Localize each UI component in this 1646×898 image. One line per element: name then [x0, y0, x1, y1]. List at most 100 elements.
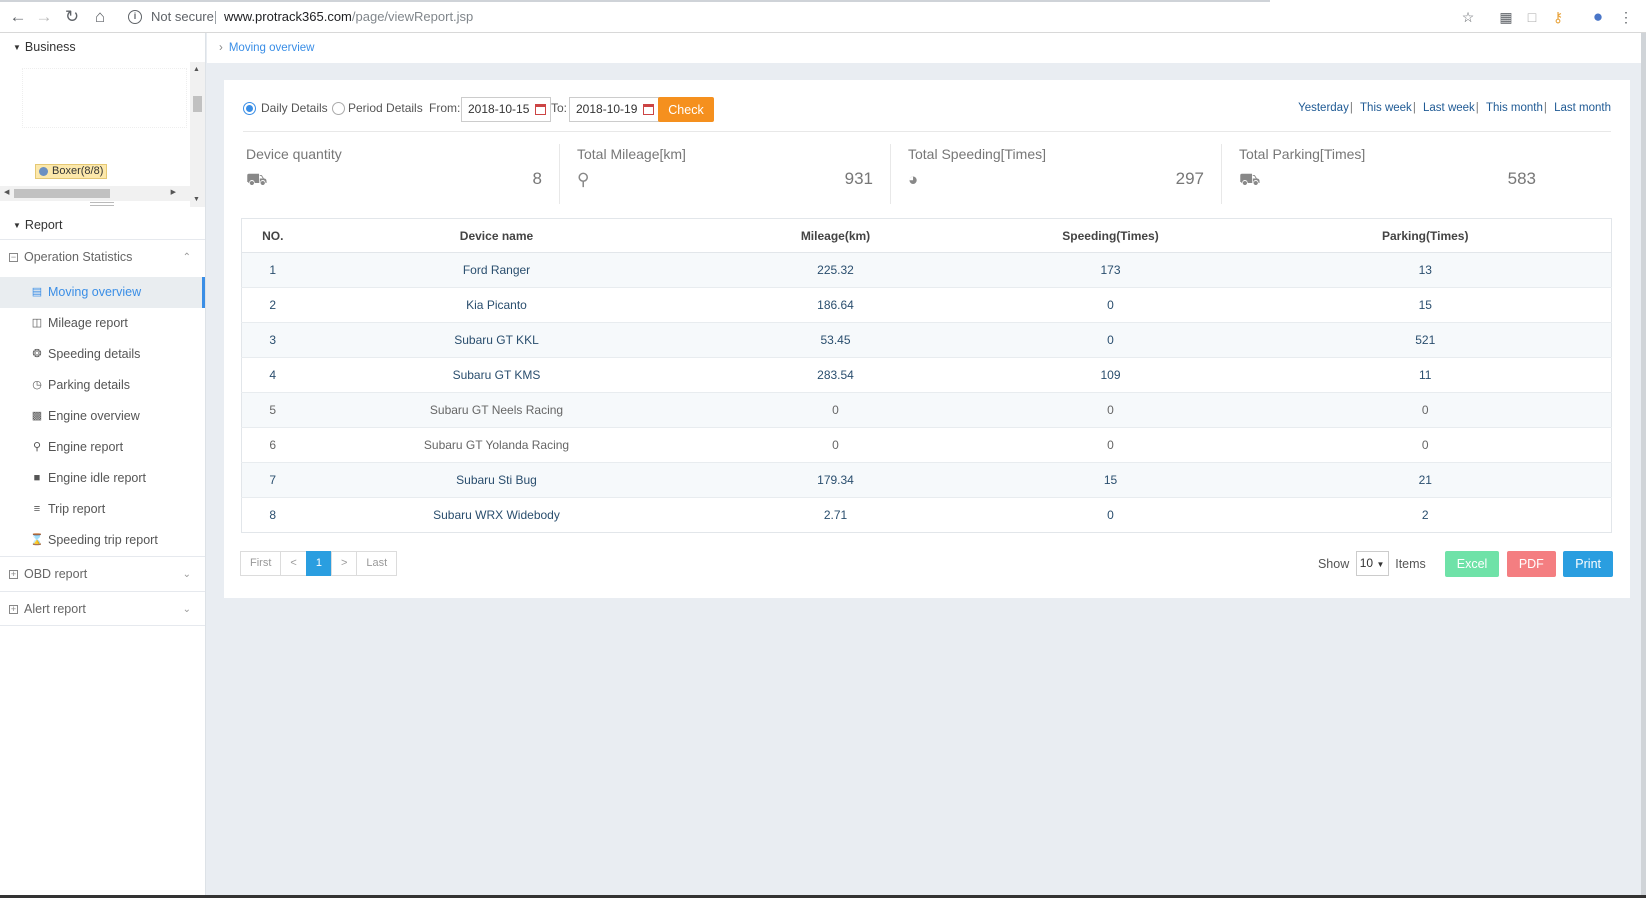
- extension-key-icon[interactable]: ⚷: [1552, 9, 1564, 25]
- pager-last[interactable]: Last: [356, 551, 398, 576]
- hscroll-thumb[interactable]: [14, 189, 110, 198]
- tree-vertical-scrollbar[interactable]: ▲ ▼: [190, 62, 205, 207]
- cell-speeding: 0: [981, 392, 1240, 428]
- menu-moving-overview[interactable]: ▤ Moving overview: [0, 277, 205, 308]
- tree-horizontal-scrollbar[interactable]: ◀ ▶: [0, 186, 190, 201]
- group-alert-report[interactable]: + Alert report ⌄: [0, 591, 205, 626]
- pagination: First < 1 > Last: [240, 551, 398, 577]
- menu-label: Speeding trip report: [48, 533, 158, 547]
- profile-avatar-icon[interactable]: ●: [1592, 7, 1604, 26]
- home-icon[interactable]: ⌂: [94, 7, 106, 26]
- forward-icon[interactable]: →: [35, 7, 53, 26]
- print-button[interactable]: Print: [1563, 551, 1613, 577]
- scroll-right-icon[interactable]: ▶: [170, 189, 176, 196]
- daily-details-label[interactable]: Daily Details: [261, 101, 328, 115]
- scroll-up-icon[interactable]: ▲: [193, 66, 200, 73]
- sidebar: ▼ Business Boxer(8/8) ▲ ▼ ◀ ▶ ▼ Report − O…: [0, 33, 206, 898]
- calendar-icon[interactable]: [643, 104, 654, 115]
- report-header[interactable]: ▼ Report: [0, 211, 205, 239]
- this-month-link[interactable]: This month: [1486, 102, 1543, 114]
- menu-engine-overview[interactable]: ▩ Engine overview: [0, 401, 205, 432]
- group-obd-report[interactable]: + OBD report ⌄: [0, 556, 205, 591]
- bottom-border: [0, 895, 1646, 898]
- table-row[interactable]: 7 Subaru Sti Bug 179.34 15 21: [241, 462, 1612, 498]
- page-scrollbar[interactable]: [1641, 33, 1646, 898]
- this-week-link[interactable]: This week: [1360, 102, 1412, 114]
- period-details-label[interactable]: Period Details: [348, 101, 423, 115]
- extension-icon[interactable]: ▦: [1499, 9, 1513, 25]
- table-row[interactable]: 4 Subaru GT KMS 283.54 109 11: [241, 357, 1612, 393]
- col-device-name: Device name: [303, 218, 690, 253]
- table-row[interactable]: 6 Subaru GT Yolanda Racing 0 0 0: [241, 427, 1612, 463]
- table-row[interactable]: 1 Ford Ranger 225.32 173 13: [241, 252, 1612, 288]
- table-row[interactable]: 8 Subaru WRX Widebody 2.71 0 2: [241, 497, 1612, 533]
- menu-engine-report[interactable]: ⚲ Engine report: [0, 432, 205, 463]
- table-actions: Show 10 ▼ Items Excel PDF Print: [1318, 551, 1613, 577]
- menu-engine-idle-report[interactable]: ■ Engine idle report: [0, 463, 205, 494]
- bar-chart-icon: ▩: [31, 410, 43, 422]
- check-button[interactable]: Check: [658, 97, 714, 122]
- pager-first[interactable]: First: [240, 551, 282, 576]
- period-details-radio[interactable]: [332, 102, 345, 115]
- cell-device-name: Kia Picanto: [303, 287, 690, 323]
- resize-handle[interactable]: [90, 202, 114, 206]
- cell-device-name: Subaru Sti Bug: [303, 462, 690, 498]
- cell-mileage: 283.54: [689, 357, 982, 393]
- page-size-select[interactable]: 10 ▼: [1355, 551, 1389, 576]
- stat-total-mileage: Total Mileage[km] ⚲ 931: [560, 144, 891, 204]
- chevron-right-icon: ›: [219, 42, 223, 54]
- table-row[interactable]: 5 Subaru GT Neels Racing 0 0 0: [241, 392, 1612, 428]
- pager-page-1[interactable]: 1: [305, 551, 332, 576]
- info-icon[interactable]: i: [128, 10, 142, 24]
- cell-no: 3: [241, 322, 304, 358]
- url-text: www.protrack365.com/page/viewReport.jsp: [224, 5, 473, 29]
- cell-parking: 21: [1239, 462, 1612, 498]
- back-icon[interactable]: ←: [9, 7, 27, 26]
- business-header[interactable]: ▼ Business: [0, 33, 205, 61]
- scroll-down-icon[interactable]: ▼: [193, 196, 200, 203]
- menu-parking-details[interactable]: ◷ Parking details: [0, 370, 205, 401]
- calendar-icon[interactable]: [535, 104, 546, 115]
- stat-label: Total Parking[Times]: [1239, 146, 1366, 162]
- menu-kebab-icon[interactable]: ⋮: [1619, 9, 1633, 25]
- tree-area: [22, 68, 187, 128]
- stat-value: 8: [532, 169, 542, 188]
- group-label: Alert report: [24, 602, 86, 616]
- breadcrumb-current[interactable]: Moving overview: [228, 42, 315, 54]
- scroll-thumb[interactable]: [193, 96, 202, 112]
- quick-date-links: Yesterday| This week| Last week| This mo…: [1294, 97, 1611, 119]
- table-row[interactable]: 2 Kia Picanto 186.64 0 15: [241, 287, 1612, 323]
- scroll-left-icon[interactable]: ◀: [4, 189, 10, 196]
- cell-mileage: 2.71: [689, 497, 982, 533]
- last-week-link[interactable]: Last week: [1423, 102, 1475, 114]
- bookmark-star-icon[interactable]: ☆: [1461, 9, 1475, 25]
- from-date-input[interactable]: 2018-10-15: [461, 97, 551, 122]
- excel-button[interactable]: Excel: [1444, 551, 1500, 577]
- last-month-link[interactable]: Last month: [1554, 102, 1611, 114]
- parking-car-icon: ⛟: [1239, 170, 1261, 189]
- cell-mileage: 186.64: [689, 287, 982, 323]
- cell-mileage: 225.32: [689, 252, 982, 288]
- report-panel: Daily Details Period Details From: 2018-…: [224, 80, 1630, 598]
- pager-prev[interactable]: <: [280, 551, 307, 576]
- cell-no: 4: [241, 357, 304, 393]
- breadcrumb: › Moving overview: [207, 33, 1646, 63]
- menu-speeding-details[interactable]: ❂ Speeding details: [0, 339, 205, 370]
- pdf-button[interactable]: PDF: [1506, 551, 1556, 577]
- tree-node-boxer[interactable]: Boxer(8/8): [35, 164, 108, 179]
- menu-trip-report[interactable]: ≡ Trip report: [0, 494, 205, 525]
- cell-parking: 2: [1239, 497, 1612, 533]
- group-operation-statistics[interactable]: − Operation Statistics ⌃: [0, 239, 205, 274]
- col-speeding: Speeding(Times): [981, 218, 1240, 253]
- device-tree[interactable]: Boxer(8/8): [0, 62, 205, 207]
- menu-mileage-report[interactable]: ◫ Mileage report: [0, 308, 205, 339]
- table-row[interactable]: 3 Subaru GT KKL 53.45 0 521: [241, 322, 1612, 358]
- reload-icon[interactable]: ↻: [64, 7, 80, 26]
- address-bar[interactable]: i Not secure www.protrack365.com/page/vi…: [124, 5, 1474, 29]
- to-date-input[interactable]: 2018-10-19: [569, 97, 659, 122]
- daily-details-radio[interactable]: [243, 102, 256, 115]
- yesterday-link[interactable]: Yesterday: [1298, 102, 1349, 114]
- menu-speeding-trip-report[interactable]: ⌛ Speeding trip report: [0, 525, 205, 556]
- extension-pdf-icon[interactable]: □: [1527, 9, 1537, 25]
- pager-next[interactable]: >: [330, 551, 358, 576]
